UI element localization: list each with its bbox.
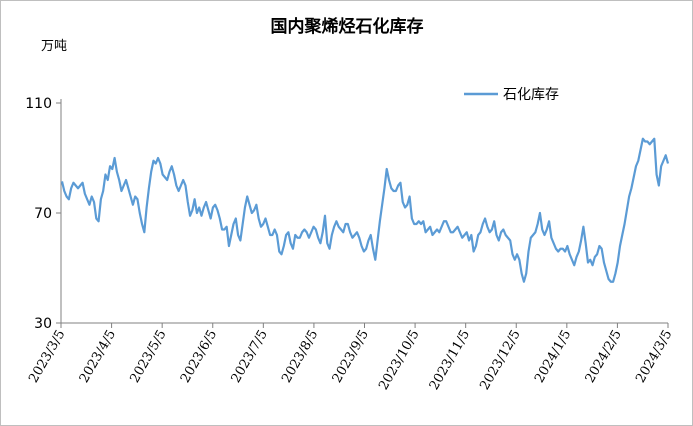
y-axis-unit-label: 万吨 (41, 39, 67, 54)
x-tick-label: 2023/7/5 (229, 328, 271, 386)
series-line (60, 137, 670, 283)
x-tick-label: 2024/2/5 (583, 328, 625, 386)
legend-label: 石化库存 (503, 87, 559, 103)
x-tick-label: 2023/12/5 (477, 328, 523, 393)
x-tick-label: 2023/4/5 (77, 328, 119, 386)
x-tick-label: 2023/9/5 (330, 328, 372, 386)
x-tick-label: 2023/5/5 (127, 328, 169, 386)
chart-title: 国内聚烯烃石化库存 (271, 16, 424, 37)
x-tick-label: 2023/10/5 (376, 328, 422, 393)
y-tick-label: 110 (25, 96, 52, 112)
x-tick-label: 2023/8/5 (279, 328, 321, 386)
x-tick-label: 2023/6/5 (178, 328, 220, 386)
legend: 石化库存 (464, 87, 559, 103)
x-tick-label: 2024/3/5 (633, 328, 675, 386)
y-tick-label: 70 (34, 206, 52, 222)
x-tick-label: 2023/3/5 (26, 328, 68, 386)
x-tick-label: 2023/11/5 (427, 327, 473, 392)
x-tick-label: 2024/1/5 (532, 328, 574, 386)
y-tick-label: 30 (34, 316, 52, 332)
